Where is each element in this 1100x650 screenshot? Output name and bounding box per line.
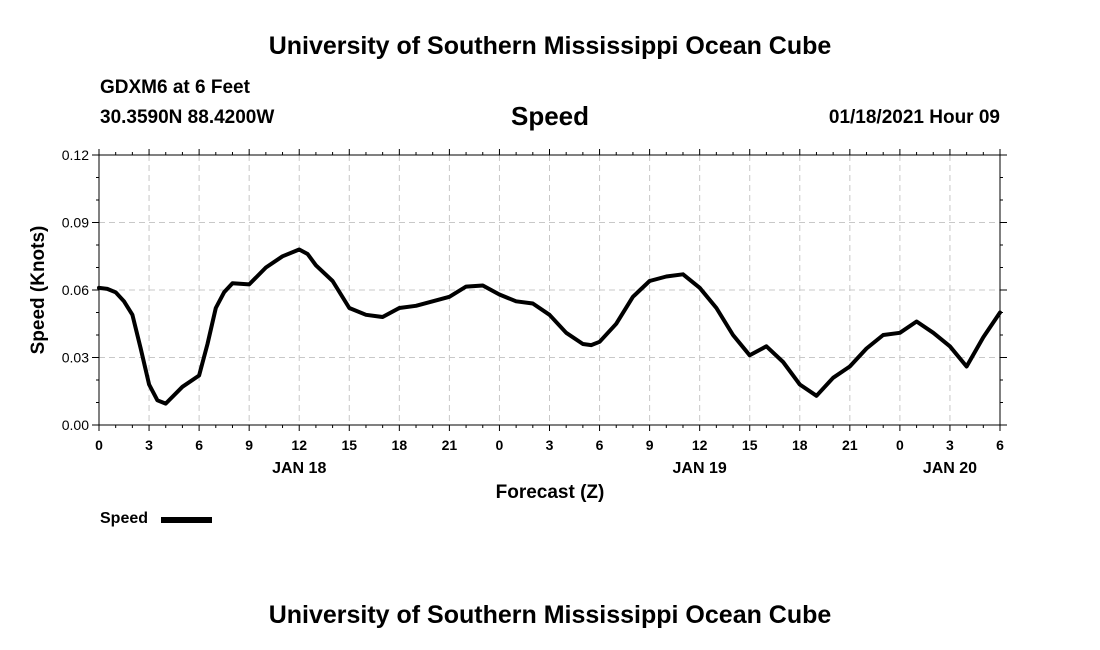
chart-ticks — [92, 149, 1007, 431]
x-tick-label: 18 — [392, 437, 408, 453]
x-tick-label: 3 — [145, 437, 153, 453]
x-tick-label: 9 — [646, 437, 654, 453]
y-tick-label: 0.09 — [62, 215, 89, 231]
x-axis-label: Forecast (Z) — [495, 482, 605, 503]
x-tick-label: 9 — [245, 437, 253, 453]
date-labels: JAN 18 JAN 19 JAN 20 — [272, 460, 977, 477]
footer-title: University of Southern Mississippi Ocean… — [268, 601, 832, 629]
x-tick-label: 21 — [842, 437, 858, 453]
y-tick-label: 0.12 — [62, 147, 89, 163]
x-tick-label: 6 — [596, 437, 604, 453]
legend-line-swatch — [161, 517, 212, 523]
date-label: JAN 19 — [673, 460, 727, 477]
x-tick-label: 15 — [742, 437, 758, 453]
x-tick-label: 0 — [896, 437, 904, 453]
header-title: University of Southern Mississippi Ocean… — [268, 32, 832, 60]
x-tick-label: 15 — [341, 437, 357, 453]
x-tick-label: 12 — [291, 437, 307, 453]
x-tick-label: 6 — [996, 437, 1004, 453]
x-tick-label: 3 — [546, 437, 554, 453]
station-label: GDXM6 at 6 Feet — [100, 77, 250, 98]
y-tick-label: 0.06 — [62, 282, 89, 298]
speed-series-line — [97, 247, 1002, 406]
x-tick-label: 21 — [442, 437, 458, 453]
x-tick-labels: 0 3 6 9 12 15 18 21 0 3 6 9 12 15 18 21 0 3 6 — [95, 437, 1004, 453]
x-tick-label: 18 — [792, 437, 808, 453]
datetime-label: 01/18/2021 Hour 09 — [828, 107, 1000, 128]
chart-title: Speed — [510, 101, 590, 131]
x-tick-label: 3 — [946, 437, 954, 453]
y-tick-labels: 0.00 0.03 0.06 0.09 0.12 — [62, 147, 89, 433]
legend-label: Speed — [100, 510, 149, 527]
x-tick-label: 0 — [95, 437, 103, 453]
date-label: JAN 20 — [923, 460, 977, 477]
x-tick-label: 12 — [692, 437, 708, 453]
coordinates-label: 30.3590N 88.4200W — [100, 107, 275, 128]
date-label: JAN 18 — [272, 460, 326, 477]
y-tick-label: 0.03 — [62, 350, 89, 366]
chart-grid — [99, 155, 1000, 425]
y-tick-label: 0.00 — [62, 417, 89, 433]
x-tick-label: 0 — [496, 437, 504, 453]
y-axis-label: Speed (Knots) — [28, 226, 49, 355]
x-tick-label: 6 — [195, 437, 203, 453]
